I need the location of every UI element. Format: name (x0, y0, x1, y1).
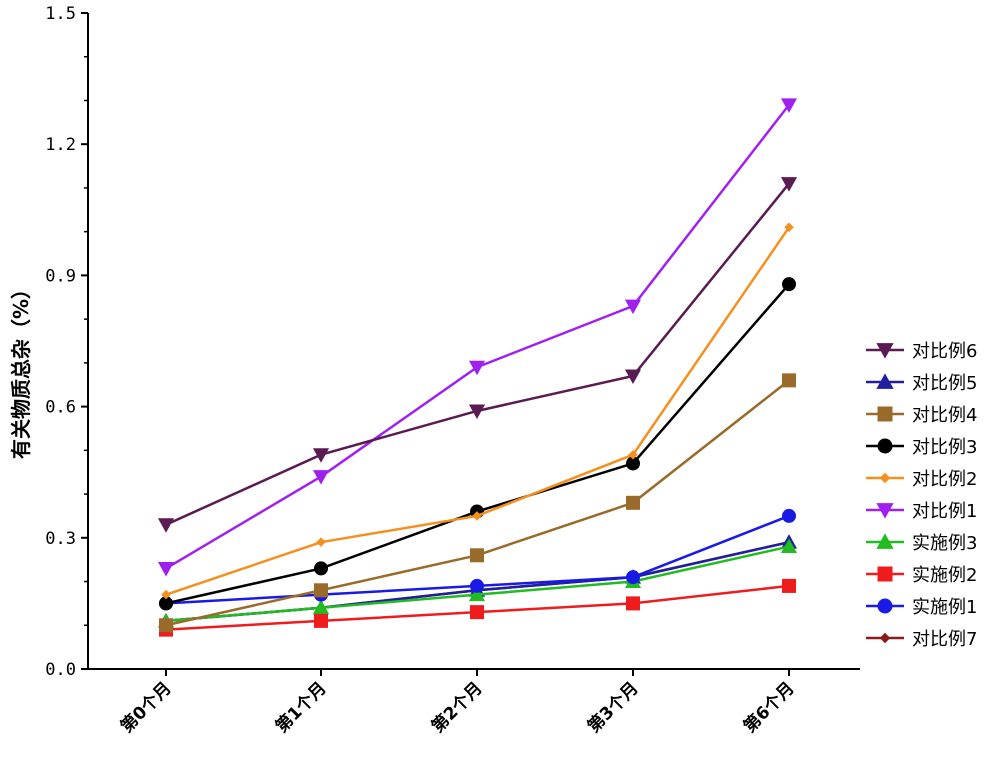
data-point (782, 277, 796, 291)
series-layer (158, 98, 797, 636)
data-point (878, 439, 893, 454)
x-tick-label: 第1个月 (271, 678, 330, 737)
y-tick-label: 0.0 (45, 660, 76, 680)
legend: 对比例6 对比例5 对比例4 对比例3 对比例2 对比例1 实施例3 实施例2 实施例1 对比例7 (866, 341, 977, 650)
data-point (782, 373, 796, 387)
data-point (878, 599, 893, 614)
legend-label: 对比例1 (912, 501, 977, 522)
x-tick-label: 第6个月 (739, 678, 798, 737)
legend-label: 对比例2 (912, 469, 977, 490)
y-tick-label: 0.9 (45, 266, 76, 286)
data-point (782, 509, 796, 523)
y-tick-label: 1.5 (45, 4, 76, 24)
y-axis-label: 有关物质总杂（%） (9, 279, 33, 459)
data-point (626, 596, 640, 610)
data-point (470, 579, 484, 593)
legend-item: 对比例1 (866, 501, 977, 522)
data-point (314, 614, 328, 628)
legend-item: 实施例3 (866, 533, 977, 554)
legend-label: 对比例4 (912, 405, 977, 426)
data-point (469, 361, 485, 375)
data-point (314, 561, 328, 575)
data-point (316, 537, 326, 547)
data-point (158, 518, 174, 532)
y-tick-label: 0.6 (45, 398, 76, 418)
data-point (878, 407, 893, 422)
legend-label: 对比例5 (912, 373, 977, 394)
legend-item: 对比例7 (866, 629, 977, 650)
x-tick-label: 第0个月 (116, 678, 175, 737)
legend-item: 对比例6 (866, 341, 977, 362)
data-point (313, 470, 329, 484)
legend-item: 对比例3 (866, 437, 977, 458)
legend-item: 实施例1 (866, 597, 977, 618)
data-point (880, 633, 890, 643)
y-tick-label: 0.3 (45, 529, 76, 549)
data-point (782, 579, 796, 593)
series-line (166, 184, 789, 525)
legend-label: 对比例7 (912, 629, 977, 650)
data-point (626, 496, 640, 510)
legend-item: 对比例2 (866, 469, 977, 490)
legend-label: 实施例3 (912, 533, 977, 554)
data-point (878, 567, 893, 582)
y-tick-label: 1.2 (45, 135, 76, 155)
legend-label: 实施例2 (912, 565, 977, 586)
legend-item: 对比例4 (866, 405, 977, 426)
data-point (158, 562, 174, 576)
data-point (314, 583, 328, 597)
legend-label: 对比例3 (912, 437, 977, 458)
data-point (313, 448, 329, 462)
x-tick-label: 第2个月 (427, 678, 486, 737)
series-line (166, 105, 789, 569)
data-point (625, 300, 641, 314)
data-point (626, 570, 640, 584)
data-point (470, 548, 484, 562)
legend-item: 对比例5 (866, 373, 977, 394)
data-point (470, 605, 484, 619)
data-point (880, 473, 890, 483)
legend-label: 对比例6 (912, 341, 977, 362)
legend-item: 实施例2 (866, 565, 977, 586)
x-tick-label: 第3个月 (583, 678, 642, 737)
data-point (159, 618, 173, 632)
legend-label: 实施例1 (912, 597, 977, 618)
